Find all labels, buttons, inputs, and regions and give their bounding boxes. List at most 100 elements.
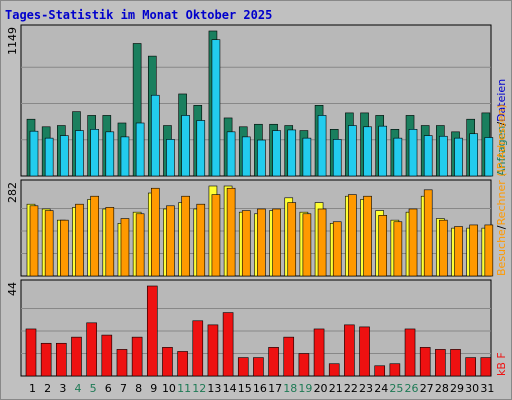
- bar-middle-s2-day-20: [317, 208, 327, 277]
- bar-middle-s2-day-18: [287, 202, 297, 277]
- right-label-part: Dateien: [495, 79, 508, 122]
- bar-top-s2-day-10: [166, 139, 175, 177]
- x-tick-label-9: 9: [150, 382, 157, 395]
- bar-middle-s2-day-28: [439, 219, 448, 277]
- bar-bottom-s1-day-3: [56, 342, 67, 377]
- x-tick-label-24: 24: [374, 382, 388, 395]
- x-tick-label-28: 28: [435, 382, 449, 395]
- x-tick-label-23: 23: [359, 382, 373, 395]
- bar-bottom-s1-day-19: [298, 353, 310, 377]
- bar-bottom-s1-day-8: [131, 336, 143, 377]
- x-tick-label-16: 16: [253, 382, 267, 395]
- bar-top-s2-day-31: [484, 137, 494, 177]
- x-tick-label-19: 19: [298, 382, 312, 395]
- bar-middle-s2-day-15: [241, 210, 251, 277]
- x-tick-label-5: 5: [90, 382, 97, 395]
- bar-top-s2-day-9: [150, 94, 160, 177]
- bar-top-s2-day-7: [120, 136, 130, 177]
- bar-middle-s2-day-26: [408, 208, 418, 277]
- bar-top-s2-day-22: [348, 125, 357, 177]
- bar-middle-s2-day-8: [135, 213, 145, 277]
- bar-top-s2-day-1: [29, 130, 39, 177]
- bar-bottom-s1-day-27: [419, 347, 431, 377]
- x-tick-label-30: 30: [465, 382, 479, 395]
- bar-bottom-s1-day-22: [344, 324, 355, 377]
- bar-bottom-s1-day-13: [207, 324, 219, 377]
- x-tick-label-29: 29: [450, 382, 464, 395]
- bar-bottom-s1-day-12: [192, 320, 204, 377]
- bar-top-s2-day-20: [317, 115, 327, 177]
- bar-middle-s2-day-29: [454, 226, 463, 277]
- bar-top-s2-day-2: [44, 137, 54, 177]
- bar-middle-s2-day-30: [469, 224, 478, 277]
- bar-middle-s2-day-10: [166, 205, 175, 277]
- bar-bottom-s1-day-23: [359, 326, 370, 377]
- bar-middle-s2-day-24: [378, 215, 388, 277]
- x-tick-label-11: 11: [177, 382, 191, 395]
- bar-top-s2-day-25: [393, 137, 403, 177]
- bar-middle-s2-day-11: [181, 195, 190, 277]
- x-tick-label-13: 13: [207, 382, 221, 395]
- bar-top-s2-day-28: [439, 135, 448, 177]
- bar-middle-s2-day-19: [302, 213, 312, 277]
- bar-top-s2-day-8: [135, 122, 145, 177]
- x-tick-label-31: 31: [480, 382, 494, 395]
- x-tick-label-20: 20: [314, 382, 328, 395]
- x-tick-label-26: 26: [405, 382, 419, 395]
- page-title: Tages-Statistik im Monat Oktober 2025: [5, 8, 273, 22]
- right-label-top: Anfragen/Dateien: [495, 79, 508, 176]
- bar-top-s2-day-14: [226, 131, 236, 177]
- bar-bottom-s1-day-20: [313, 328, 325, 377]
- bar-middle-s2-day-31: [484, 224, 494, 277]
- bar-middle-s2-day-4: [75, 203, 84, 277]
- bar-top-s2-day-6: [105, 131, 115, 177]
- bar-bottom-s1-day-14: [222, 312, 234, 377]
- x-tick-label-8: 8: [135, 382, 142, 395]
- right-label-bottom: kB F: [495, 352, 508, 376]
- bar-bottom-s1-day-18: [283, 336, 295, 377]
- bar-middle-s2-day-1: [29, 205, 39, 277]
- bar-bottom-s1-day-15: [237, 357, 249, 377]
- x-tick-label-12: 12: [192, 382, 206, 395]
- bar-bottom-s1-day-5: [86, 322, 97, 377]
- x-tick-label-18: 18: [283, 382, 297, 395]
- bar-bottom-s1-day-7: [116, 349, 128, 377]
- bar-middle-s2-day-13: [211, 194, 221, 277]
- bar-middle-s2-day-21: [332, 221, 342, 277]
- right-label-part: Besuche: [495, 229, 508, 276]
- y-max-label-middle: 282: [6, 182, 19, 203]
- bar-middle-s2-day-6: [105, 207, 115, 277]
- bar-top-s2-day-15: [241, 136, 251, 177]
- bar-top-s2-day-27: [423, 135, 433, 177]
- bar-top-s2-day-13: [211, 39, 221, 177]
- x-tick-label-22: 22: [344, 382, 358, 395]
- x-tick-label-14: 14: [223, 382, 237, 395]
- bar-middle-s2-day-25: [393, 221, 403, 277]
- right-label-part: kB F: [495, 352, 508, 376]
- bar-bottom-s1-day-17: [268, 347, 279, 377]
- bar-top-s2-day-16: [257, 139, 266, 177]
- x-tick-label-2: 2: [44, 382, 51, 395]
- bar-top-s2-day-4: [75, 130, 84, 177]
- x-tick-label-7: 7: [120, 382, 127, 395]
- right-label-part: Anfragen: [495, 126, 508, 176]
- x-tick-label-3: 3: [59, 382, 66, 395]
- bar-bottom-s1-day-16: [253, 357, 264, 377]
- bar-bottom-s1-day-10: [162, 347, 173, 377]
- bar-top-s2-day-11: [181, 115, 190, 177]
- x-tick-label-27: 27: [420, 382, 434, 395]
- bar-top-s2-day-30: [469, 133, 478, 177]
- bar-top-s2-day-18: [287, 129, 297, 177]
- x-tick-label-21: 21: [329, 382, 343, 395]
- bar-middle-s2-day-16: [257, 208, 266, 277]
- bar-bottom-s1-day-2: [40, 342, 52, 377]
- bar-bottom-s1-day-9: [146, 285, 158, 377]
- x-tick-label-17: 17: [268, 382, 282, 395]
- bar-middle-s2-day-5: [90, 195, 99, 277]
- bar-bottom-s1-day-28: [435, 349, 446, 377]
- bar-middle-s2-day-14: [226, 187, 236, 277]
- bar-bottom-s1-day-29: [450, 349, 461, 377]
- x-tick-label-25: 25: [389, 382, 403, 395]
- bar-bottom-s1-day-31: [480, 357, 492, 377]
